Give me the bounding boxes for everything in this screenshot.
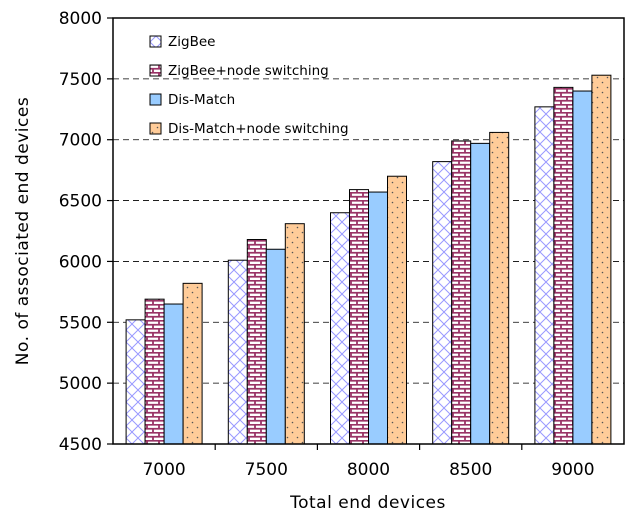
legend-swatch (149, 64, 162, 77)
bar-dis-match-node-switching-8000 (387, 175, 407, 445)
bar-dis-match-9000 (572, 90, 593, 445)
bar-dis-match-node-switching-7500 (284, 223, 305, 445)
legend-label: ZigBee+node switching (168, 63, 329, 79)
x-tick-label: 7500 (245, 460, 288, 480)
bar-zigbee-8000 (330, 212, 350, 445)
plot-area-frame (112, 17, 625, 445)
legend: ZigBee ZigBee+node switching Dis-Match Dis-… (149, 34, 349, 137)
legend-label: ZigBee (168, 34, 215, 50)
y-axis: 4500 5000 5500 6000 6500 7000 7500 8000 (59, 9, 113, 455)
bar-dis-match-8500 (470, 142, 491, 445)
bar-zigbee-node-switching-7500 (246, 239, 267, 445)
x-axis: 7000 7500 8000 8500 9000 (142, 444, 595, 480)
y-tick-label: 7500 (59, 70, 102, 90)
y-tick-label: 6000 (59, 252, 102, 272)
x-tick-label: 7000 (142, 460, 185, 480)
bars (125, 74, 612, 445)
x-tick-label: 8500 (449, 460, 492, 480)
bar-dis-match-node-switching-8500 (489, 131, 510, 445)
x-tick-label: 8000 (347, 460, 390, 480)
x-axis-title: Total end devices (289, 493, 446, 513)
y-tick-label: 5500 (59, 313, 102, 333)
y-tick-label: 8000 (59, 9, 102, 29)
bar-zigbee-8500 (432, 161, 453, 445)
legend-swatch (149, 122, 162, 135)
bar-zigbee-node-switching-8000 (349, 189, 369, 445)
y-tick-label: 5000 (59, 374, 102, 394)
y-tick-label: 7000 (59, 131, 102, 151)
y-tick-label: 6500 (59, 192, 102, 212)
legend-swatch (149, 93, 162, 106)
x-tick-label: 9000 (551, 460, 594, 480)
bar-zigbee-node-switching-9000 (553, 86, 574, 445)
bar-dis-match-7000 (163, 303, 184, 445)
y-axis-title: No. of associated end devices (13, 97, 33, 365)
bar-dis-match-node-switching-9000 (591, 74, 612, 445)
bar-dis-match-8000 (368, 191, 388, 445)
legend-label: Dis-Match+node switching (168, 121, 349, 137)
bar-dis-match-7500 (265, 248, 286, 445)
y-tick-label: 4500 (59, 435, 102, 455)
legend-swatch (149, 35, 162, 48)
bar-zigbee-node-switching-8500 (451, 140, 472, 445)
bar-zigbee-node-switching-7000 (144, 298, 165, 445)
bar-zigbee-7000 (125, 319, 146, 445)
bar-zigbee-9000 (534, 106, 555, 445)
legend-label: Dis-Match (168, 92, 235, 108)
bar-zigbee-7500 (227, 259, 248, 445)
bar-dis-match-node-switching-7000 (182, 282, 203, 445)
